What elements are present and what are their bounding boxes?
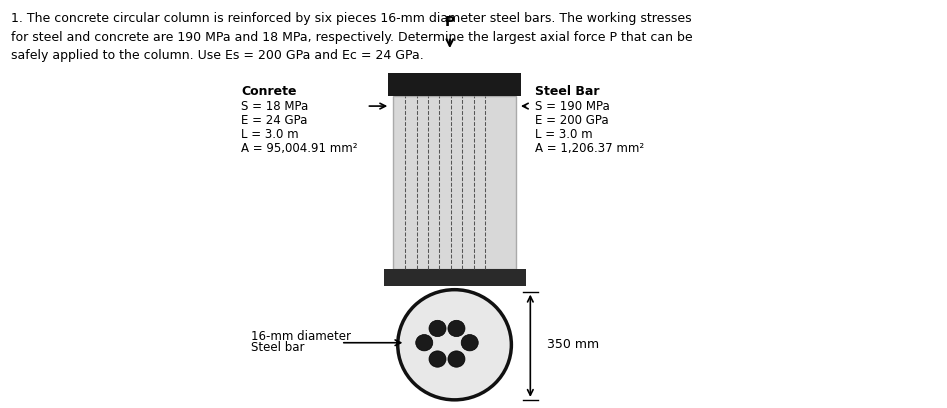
Text: E = 24 GPa: E = 24 GPa	[241, 114, 308, 127]
Text: L = 3.0 m: L = 3.0 m	[535, 128, 593, 141]
Ellipse shape	[448, 320, 465, 337]
Text: S = 190 MPa: S = 190 MPa	[535, 100, 610, 113]
Ellipse shape	[429, 320, 446, 337]
Text: P: P	[445, 15, 455, 29]
Ellipse shape	[398, 290, 511, 400]
Bar	[384, 269, 526, 286]
Text: Conrete: Conrete	[241, 85, 297, 98]
Text: Steel Bar: Steel Bar	[535, 85, 599, 98]
Text: 16-mm diameter: 16-mm diameter	[251, 330, 351, 343]
Text: 350 mm: 350 mm	[547, 338, 599, 351]
Text: L = 3.0 m: L = 3.0 m	[241, 128, 299, 141]
Ellipse shape	[448, 351, 465, 367]
Text: E = 200 GPa: E = 200 GPa	[535, 114, 609, 127]
Text: S = 18 MPa: S = 18 MPa	[241, 100, 309, 113]
Text: A = 95,004.91 mm²: A = 95,004.91 mm²	[241, 142, 358, 155]
Text: A = 1,206.37 mm²: A = 1,206.37 mm²	[535, 142, 644, 155]
Bar	[388, 73, 521, 96]
Text: Steel bar: Steel bar	[251, 341, 304, 354]
Bar	[393, 96, 516, 269]
Ellipse shape	[429, 351, 446, 367]
Text: 1. The concrete circular column is reinforced by six pieces 16-mm diameter steel: 1. The concrete circular column is reinf…	[11, 12, 693, 62]
Ellipse shape	[416, 335, 433, 351]
Ellipse shape	[461, 335, 478, 351]
